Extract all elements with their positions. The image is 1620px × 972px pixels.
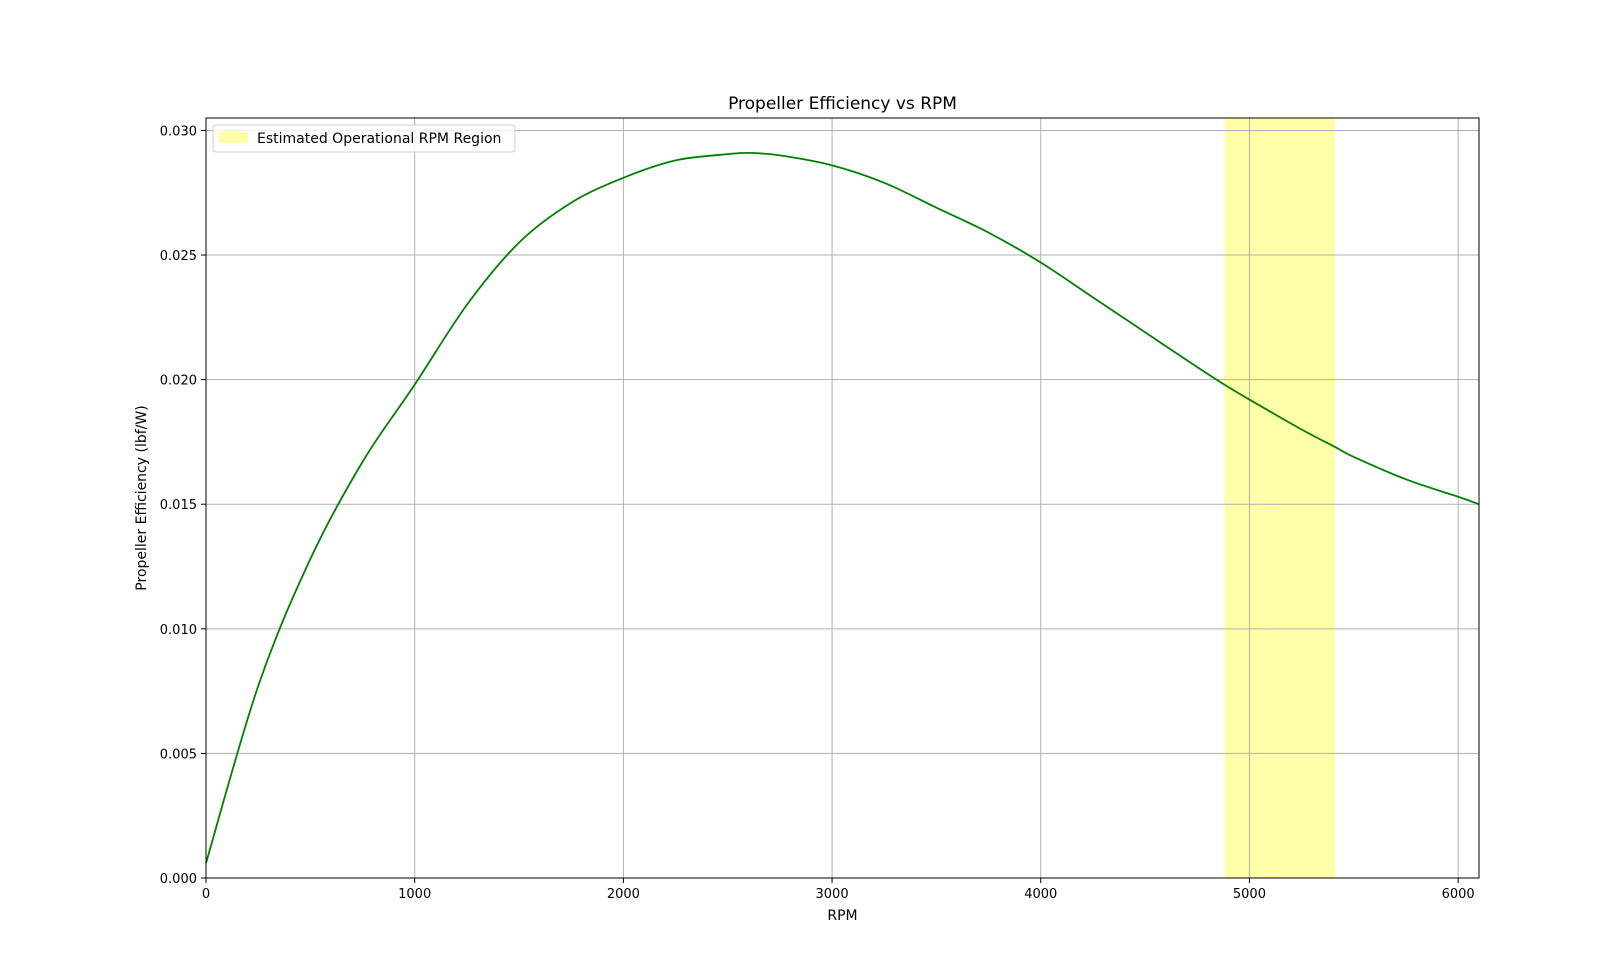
highlight-region <box>1224 118 1335 878</box>
legend-label-region: Estimated Operational RPM Region <box>257 131 501 147</box>
x-tick-label: 6000 <box>1442 887 1475 902</box>
x-axis-label: RPM <box>827 908 857 924</box>
y-tick-label: 0.015 <box>160 498 197 513</box>
chart-title: Propeller Efficiency vs RPM <box>728 94 957 114</box>
highlight-region-layer <box>1224 118 1335 878</box>
x-tick-label: 3000 <box>816 887 849 902</box>
x-tick-label: 4000 <box>1024 887 1057 902</box>
y-tick-label: 0.005 <box>160 747 197 762</box>
x-tick-label: 5000 <box>1233 887 1266 902</box>
y-tick-label: 0.010 <box>160 623 197 638</box>
y-tick-label: 0.020 <box>160 374 197 389</box>
legend-swatch-region <box>219 132 248 143</box>
y-tick-label: 0.000 <box>160 872 197 887</box>
x-tick-label: 1000 <box>398 887 431 902</box>
x-tick-label: 2000 <box>607 887 640 902</box>
y-tick-label: 0.030 <box>160 124 197 139</box>
legend: Estimated Operational RPM Region <box>213 125 515 152</box>
x-tick-label: 0 <box>202 887 210 902</box>
y-axis-label: Propeller Efficiency (lbf/W) <box>134 405 150 590</box>
y-tick-label: 0.025 <box>160 249 197 264</box>
